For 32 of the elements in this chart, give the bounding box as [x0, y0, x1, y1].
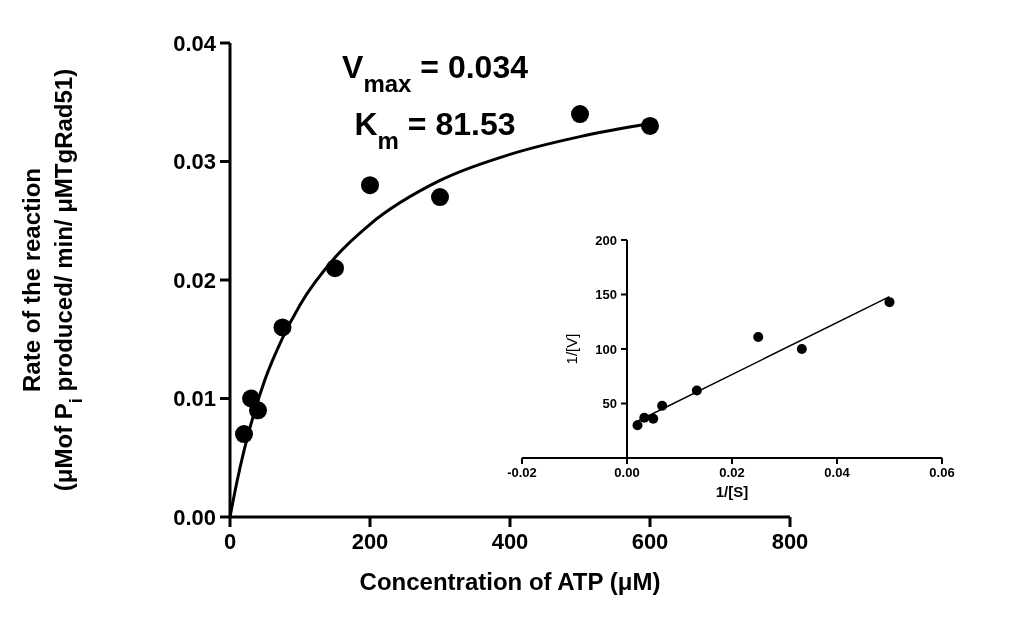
x-tick-label: 0.00 — [614, 465, 640, 480]
point — [884, 297, 895, 308]
point — [431, 188, 449, 207]
x-tick-label: 0.04 — [824, 465, 851, 480]
y-tick-label: 0.04 — [173, 30, 217, 56]
y-tick-label: 0.03 — [173, 149, 216, 175]
x-axis-title: Concentration of ATP (μM) — [359, 568, 661, 595]
point — [648, 413, 659, 424]
x-tick-label: 200 — [351, 529, 389, 554]
x-tick-label: 800 — [771, 529, 809, 554]
annotation: K$_{m}$ = 81.53 — [354, 106, 516, 154]
x-tick-label: 0 — [223, 529, 237, 554]
y-tick-label: 50 — [602, 396, 617, 412]
y-tick-label: 100 — [595, 341, 617, 357]
y-tick-label: 0.01 — [173, 386, 216, 412]
x-tick-label: 600 — [631, 529, 669, 554]
y-axis-title: 1/[V] — [563, 333, 580, 365]
x-tick-label: 0.02 — [719, 465, 745, 480]
x-tick-label: 0.06 — [929, 465, 955, 480]
point — [571, 105, 589, 124]
x-tick-label: 400 — [491, 529, 529, 554]
y-tick-label: 150 — [595, 287, 617, 303]
y-tick-label: 0.02 — [173, 267, 216, 293]
y-tick-label: 200 — [595, 232, 617, 248]
y-tick-label: 0.00 — [173, 504, 216, 530]
point — [753, 332, 764, 343]
x-tick-label: -0.02 — [507, 465, 537, 480]
point — [361, 176, 379, 195]
x-axis-title: 1/[S] — [715, 483, 749, 500]
point — [796, 344, 807, 354]
point — [632, 420, 643, 431]
annotation: V$_{max}$ = 0.034 — [342, 49, 529, 97]
